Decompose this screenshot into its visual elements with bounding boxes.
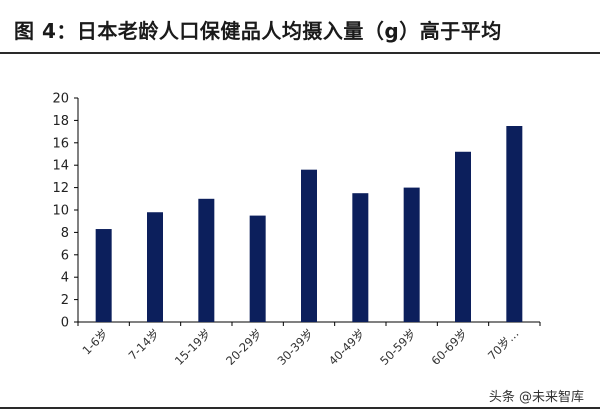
- figure-header: 图 4：日本老龄人口保健品人均摄入量（g）高于平均: [0, 0, 600, 54]
- bar-3: [198, 198, 215, 322]
- x-tick-label: 7-14岁: [126, 326, 162, 362]
- bar-9: [506, 126, 523, 322]
- bar-chart: 0 2 4 6 8 10 12 14 16 18 20 1-6岁 7-14岁 15-19岁 20-29岁 30…: [0, 54, 600, 394]
- x-tick-label: 30-39岁: [274, 326, 316, 368]
- y-tick-label: 2: [61, 293, 69, 308]
- x-tick-label: 15-19岁: [172, 326, 214, 368]
- bar-8: [455, 151, 471, 322]
- y-tick-label: 18: [52, 114, 69, 129]
- source-watermark: 头条 @未来智库: [486, 386, 586, 405]
- footer-divider: [0, 407, 600, 409]
- x-tick-label: 70岁…: [485, 326, 522, 363]
- bar-2: [147, 212, 163, 322]
- y-tick-label: 12: [52, 181, 69, 196]
- y-tick-label: 0: [61, 316, 69, 331]
- bar-7: [403, 187, 420, 322]
- x-tick-label: 20-29岁: [223, 326, 265, 368]
- figure-title: 图 4：日本老龄人口保健品人均摄入量（g）高于平均: [14, 19, 502, 43]
- x-tick-label: 50-59岁: [377, 326, 419, 368]
- y-tick-label: 8: [61, 226, 69, 241]
- y-tick-label: 14: [52, 159, 69, 174]
- bar-4: [249, 215, 266, 322]
- x-tick-label: 40-49岁: [326, 326, 368, 368]
- bar-1: [95, 229, 112, 322]
- y-tick-label: 6: [61, 248, 69, 263]
- x-tick-label: 1-6岁: [79, 326, 110, 357]
- bar-6: [352, 193, 369, 322]
- y-tick-label: 4: [61, 271, 69, 286]
- y-tick-label: 10: [52, 204, 69, 219]
- chart-svg: 0 2 4 6 8 10 12 14 16 18 20 1-6岁 7-14岁 15-19岁 20-29岁 30…: [52, 92, 541, 368]
- y-tick-label: 20: [52, 92, 69, 107]
- y-tick-label: 16: [52, 136, 69, 151]
- bar-5: [301, 169, 317, 322]
- x-tick-label: 60-69岁: [428, 326, 470, 368]
